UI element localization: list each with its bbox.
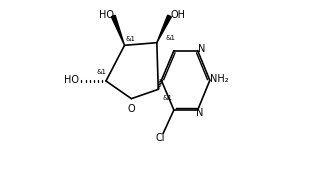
- Text: OH: OH: [170, 10, 185, 20]
- Text: Cl: Cl: [155, 133, 165, 143]
- Text: &1: &1: [97, 69, 106, 75]
- Polygon shape: [111, 15, 125, 45]
- Text: &1: &1: [165, 35, 175, 41]
- Text: &1: &1: [163, 95, 173, 101]
- Text: HO: HO: [64, 75, 79, 85]
- Text: HO: HO: [99, 10, 114, 20]
- Text: NH₂: NH₂: [210, 74, 229, 84]
- Text: &1: &1: [126, 36, 136, 42]
- Text: N: N: [198, 44, 205, 54]
- Polygon shape: [157, 15, 171, 43]
- Text: O: O: [127, 104, 135, 114]
- Text: N: N: [196, 108, 203, 118]
